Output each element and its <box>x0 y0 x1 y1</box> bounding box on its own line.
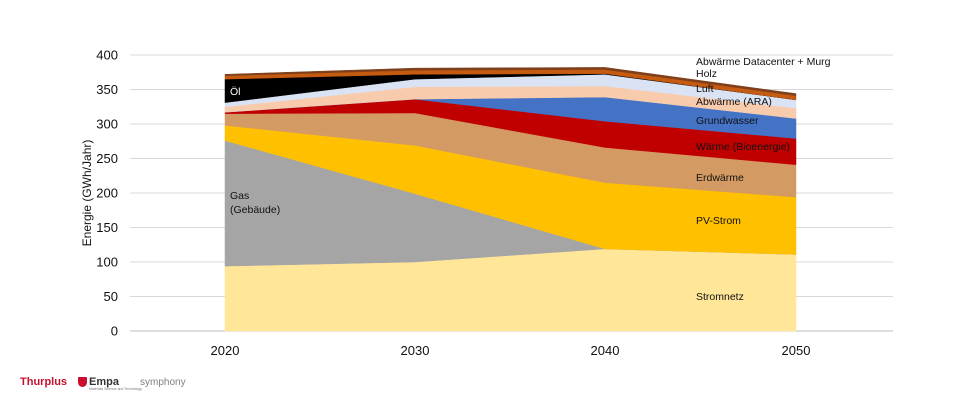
empa-logo: Empa Materials Science and Technology <box>78 372 142 392</box>
y-tick-label: 350 <box>96 82 118 97</box>
empa-text: Empa <box>89 376 119 388</box>
y-tick-label: 0 <box>111 324 118 339</box>
label-erdwaerme: Erdwärme <box>696 172 744 184</box>
y-tick-label: 200 <box>96 186 118 201</box>
symphony-text: symphony <box>140 376 186 388</box>
y-tick-label: 400 <box>96 48 118 63</box>
x-tick-label: 2020 <box>211 343 240 358</box>
label-holz: Holz <box>696 68 717 80</box>
y-axis-title: Energie (GWh/Jahr) <box>80 140 94 247</box>
empa-subtitle: Materials Science and Technology <box>89 387 143 391</box>
label-grundwasser: Grundwasser <box>696 115 759 127</box>
y-tick-label: 150 <box>96 220 118 235</box>
label-datacenter: Abwärme Datacenter + Murg <box>696 56 831 68</box>
area-abwärme-datacenter-murg <box>224 67 797 96</box>
y-tick-label: 300 <box>96 117 118 132</box>
y-tick-label: 50 <box>104 289 118 304</box>
label-gas-2: (Gebäude) <box>230 204 280 216</box>
label-ara: Abwärme (ARA) <box>696 96 772 108</box>
thurplus-logo: Thurplus <box>20 372 67 392</box>
x-tick-label: 2050 <box>782 343 811 358</box>
label-pv: PV-Strom <box>696 215 741 227</box>
label-stromnetz: Stromnetz <box>696 291 744 303</box>
y-tick-label: 100 <box>96 255 118 270</box>
label-gas-1: Gas <box>230 190 249 202</box>
x-tick-label: 2040 <box>591 343 620 358</box>
series-labels: Öl Gas (Gebäude) Abwärme Datacenter + Mu… <box>230 56 831 303</box>
area-series <box>224 67 797 332</box>
x-tick-label: 2030 <box>401 343 430 358</box>
label-luft: Luft <box>696 83 714 95</box>
y-tick-label: 250 <box>96 151 118 166</box>
label-bioenergie: Wärme (Bioenergie) <box>696 141 790 153</box>
axis-ticks: 0 50 100 150 200 250 300 350 400 2020 2030 2040 2050 <box>96 48 810 359</box>
empa-shield-icon <box>78 377 87 387</box>
label-oel: Öl <box>230 86 241 98</box>
symphony-logo: symphony <box>140 372 186 392</box>
thurplus-text: Thurplus <box>20 376 68 388</box>
